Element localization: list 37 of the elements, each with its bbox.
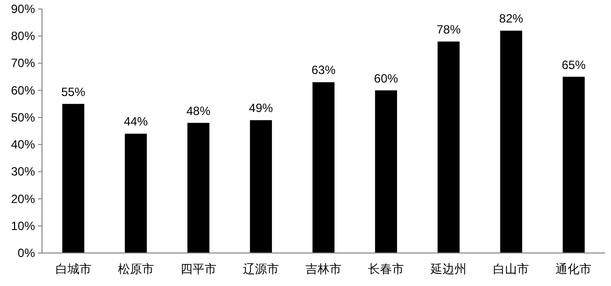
x-tick-label: 辽源市 [242, 262, 279, 276]
data-label: 60% [374, 71, 398, 86]
y-tick-label: 70% [10, 56, 36, 70]
y-tick-label: 50% [10, 110, 36, 124]
x-tick-label: 松原市 [118, 262, 154, 276]
y-tick-label: 60% [10, 83, 36, 98]
y-tick-label: 0% [18, 246, 36, 260]
x-tick-label: 长春市 [368, 262, 404, 276]
data-label: 48% [186, 104, 211, 118]
x-tick-label: 通化市 [556, 262, 592, 276]
bar [500, 30, 522, 253]
data-label: 65% [562, 58, 586, 72]
bar [438, 42, 460, 253]
y-tick-label: 90% [10, 2, 36, 16]
bar [375, 90, 398, 253]
y-tick-label: 80% [10, 29, 36, 44]
bar [562, 76, 585, 253]
data-label: 44% [124, 114, 148, 129]
bar [312, 82, 334, 253]
y-tick-label: 20% [10, 192, 36, 206]
data-label: 63% [311, 63, 336, 78]
data-label: 78% [436, 22, 461, 37]
y-tick-label: 10% [10, 218, 36, 233]
x-tick-label: 四平市 [180, 262, 216, 276]
y-tick-label: 40% [10, 138, 36, 152]
x-tick-label: 白山市 [493, 262, 530, 276]
data-label: 55% [61, 84, 86, 99]
x-tick-label: 吉林市 [306, 262, 342, 276]
data-label: 49% [248, 101, 274, 116]
x-tick-label: 白城市 [55, 262, 92, 276]
bar [250, 120, 272, 253]
bar [62, 104, 84, 253]
y-tick-label: 30% [10, 164, 36, 179]
bar [187, 122, 210, 253]
data-label: 82% [499, 12, 524, 26]
x-tick-label: 延边州 [430, 262, 467, 276]
bar [124, 134, 147, 253]
